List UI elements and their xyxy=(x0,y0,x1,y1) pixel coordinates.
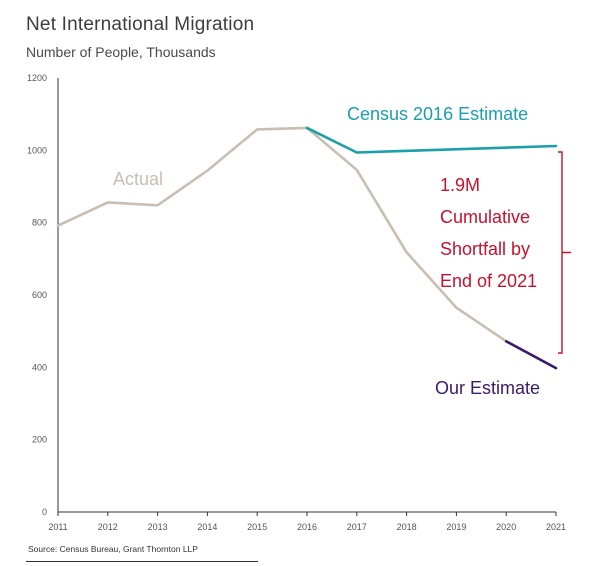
chart-title: Net International Migration xyxy=(26,14,255,35)
shortfall-annotation: 1.9M Cumulative Shortfall by End of 2021 xyxy=(440,175,537,291)
annotation-line: End of 2021 xyxy=(440,271,537,291)
annotation-line: 1.9M xyxy=(440,175,480,195)
annotation-line: Cumulative xyxy=(440,207,530,227)
y-tick-label: 0 xyxy=(42,507,47,517)
x-tick-label: 2015 xyxy=(247,522,267,532)
source-note: Source: Census Bureau, Grant Thornton LL… xyxy=(28,544,198,554)
chart-subtitle: Number of People, Thousands xyxy=(26,44,216,60)
annotation-line: Shortfall by xyxy=(440,239,530,259)
bracket-path xyxy=(558,151,571,354)
y-tick-label: 1200 xyxy=(27,73,47,83)
shortfall-bracket xyxy=(558,151,571,354)
x-tick-label: 2013 xyxy=(148,522,168,532)
series-line-our-estimate xyxy=(504,340,558,370)
x-tick-label: 2020 xyxy=(496,522,516,532)
y-tick-label: 400 xyxy=(32,362,47,372)
y-axis-ticks: 0 200 400 600 800 1000 1200 xyxy=(27,73,47,517)
y-tick-label: 800 xyxy=(32,218,47,228)
series-line-census-2016-estimate xyxy=(305,126,558,154)
x-axis-ticks: 2011 2012 2013 2014 2015 2016 2017 2018 2019 2020… xyxy=(48,512,566,532)
series-lines xyxy=(56,126,558,370)
x-tick-label: 2012 xyxy=(98,522,118,532)
source-rule xyxy=(26,561,258,562)
y-tick-label: 200 xyxy=(32,435,47,445)
y-tick-label: 1000 xyxy=(27,145,47,155)
series-labels: Actual Census 2016 Estimate Our Estimate xyxy=(113,104,540,398)
x-tick-label: 2019 xyxy=(446,522,466,532)
series-line-actual xyxy=(56,126,508,343)
x-tick-label: 2011 xyxy=(48,522,67,532)
series-label: Census 2016 Estimate xyxy=(347,104,528,124)
x-tick-label: 2017 xyxy=(347,522,367,532)
x-tick-label: 2021 xyxy=(546,522,566,532)
series-label: Actual xyxy=(113,169,163,189)
y-tick-label: 600 xyxy=(32,290,47,300)
x-tick-label: 2014 xyxy=(197,522,217,532)
axes xyxy=(57,78,556,513)
x-tick-label: 2016 xyxy=(297,522,317,532)
series-label: Our Estimate xyxy=(435,378,540,398)
x-tick-label: 2018 xyxy=(397,522,417,532)
